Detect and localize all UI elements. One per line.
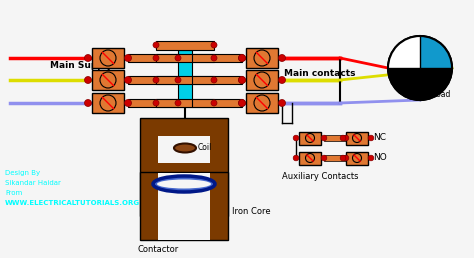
Circle shape xyxy=(125,77,131,84)
FancyBboxPatch shape xyxy=(156,76,214,84)
Circle shape xyxy=(175,55,181,61)
Circle shape xyxy=(153,100,159,106)
Circle shape xyxy=(254,50,270,66)
FancyBboxPatch shape xyxy=(140,118,228,216)
Text: WWW.ELECTRICALTUTORIALS.ORG: WWW.ELECTRICALTUTORIALS.ORG xyxy=(5,200,140,206)
Circle shape xyxy=(153,77,159,83)
Circle shape xyxy=(175,100,181,106)
Circle shape xyxy=(125,100,131,107)
FancyBboxPatch shape xyxy=(246,48,278,68)
Circle shape xyxy=(238,100,246,107)
Circle shape xyxy=(321,155,327,161)
Circle shape xyxy=(238,54,246,61)
Text: Main Supply: Main Supply xyxy=(50,61,113,70)
Circle shape xyxy=(238,77,246,84)
FancyBboxPatch shape xyxy=(156,99,214,107)
FancyBboxPatch shape xyxy=(140,172,228,240)
Circle shape xyxy=(211,77,217,83)
Circle shape xyxy=(211,42,217,48)
Circle shape xyxy=(340,155,346,161)
Circle shape xyxy=(353,133,362,142)
Circle shape xyxy=(368,155,374,161)
Circle shape xyxy=(238,100,246,107)
Wedge shape xyxy=(420,36,452,68)
Circle shape xyxy=(279,100,285,107)
FancyBboxPatch shape xyxy=(246,70,278,90)
Text: Auxiliary Contacts: Auxiliary Contacts xyxy=(282,172,358,181)
Text: Main contacts: Main contacts xyxy=(284,69,356,78)
Circle shape xyxy=(84,100,91,107)
FancyBboxPatch shape xyxy=(324,155,346,161)
Text: Design By: Design By xyxy=(5,170,40,176)
Text: Load: Load xyxy=(433,90,451,99)
Circle shape xyxy=(279,77,285,84)
Circle shape xyxy=(175,77,181,83)
Circle shape xyxy=(211,55,217,61)
Text: From: From xyxy=(5,190,22,196)
Circle shape xyxy=(125,54,131,61)
Circle shape xyxy=(84,54,91,61)
Circle shape xyxy=(84,77,91,84)
Wedge shape xyxy=(388,36,420,68)
FancyBboxPatch shape xyxy=(299,151,321,165)
Circle shape xyxy=(238,54,246,61)
FancyBboxPatch shape xyxy=(128,76,178,84)
FancyBboxPatch shape xyxy=(128,99,178,107)
FancyBboxPatch shape xyxy=(192,99,242,107)
FancyBboxPatch shape xyxy=(156,41,214,50)
FancyBboxPatch shape xyxy=(346,132,368,144)
Circle shape xyxy=(254,95,270,111)
Ellipse shape xyxy=(157,180,211,189)
Circle shape xyxy=(353,154,362,163)
Circle shape xyxy=(321,135,327,141)
Circle shape xyxy=(238,77,246,84)
FancyBboxPatch shape xyxy=(92,48,124,68)
Circle shape xyxy=(388,36,452,100)
Circle shape xyxy=(368,135,374,141)
Ellipse shape xyxy=(153,176,215,192)
Text: Coil: Coil xyxy=(198,143,212,152)
FancyBboxPatch shape xyxy=(192,76,242,84)
Circle shape xyxy=(100,50,116,66)
Circle shape xyxy=(211,100,217,106)
Ellipse shape xyxy=(174,143,196,152)
FancyBboxPatch shape xyxy=(92,93,124,113)
Circle shape xyxy=(254,72,270,88)
FancyBboxPatch shape xyxy=(128,54,178,62)
Circle shape xyxy=(279,54,285,61)
FancyBboxPatch shape xyxy=(158,190,210,240)
FancyBboxPatch shape xyxy=(346,151,368,165)
Circle shape xyxy=(343,135,349,141)
FancyBboxPatch shape xyxy=(156,54,214,62)
Circle shape xyxy=(100,72,116,88)
Text: Contactor: Contactor xyxy=(138,245,179,254)
FancyBboxPatch shape xyxy=(158,173,210,198)
Wedge shape xyxy=(388,68,420,100)
Circle shape xyxy=(153,55,159,61)
Circle shape xyxy=(306,133,315,142)
FancyBboxPatch shape xyxy=(246,93,278,113)
Circle shape xyxy=(153,42,159,48)
FancyBboxPatch shape xyxy=(192,54,242,62)
FancyBboxPatch shape xyxy=(324,135,346,141)
Circle shape xyxy=(100,95,116,111)
Circle shape xyxy=(340,135,346,141)
Text: Iron Core: Iron Core xyxy=(232,206,271,215)
Circle shape xyxy=(306,154,315,163)
Circle shape xyxy=(293,135,299,141)
FancyBboxPatch shape xyxy=(92,70,124,90)
Circle shape xyxy=(293,155,299,161)
FancyBboxPatch shape xyxy=(178,50,192,107)
Text: Sikandar Haidar: Sikandar Haidar xyxy=(5,180,61,186)
FancyBboxPatch shape xyxy=(158,136,210,163)
FancyBboxPatch shape xyxy=(299,132,321,144)
Text: NO: NO xyxy=(373,154,387,163)
Circle shape xyxy=(343,155,349,161)
Wedge shape xyxy=(420,36,452,100)
Text: NC: NC xyxy=(373,133,386,142)
